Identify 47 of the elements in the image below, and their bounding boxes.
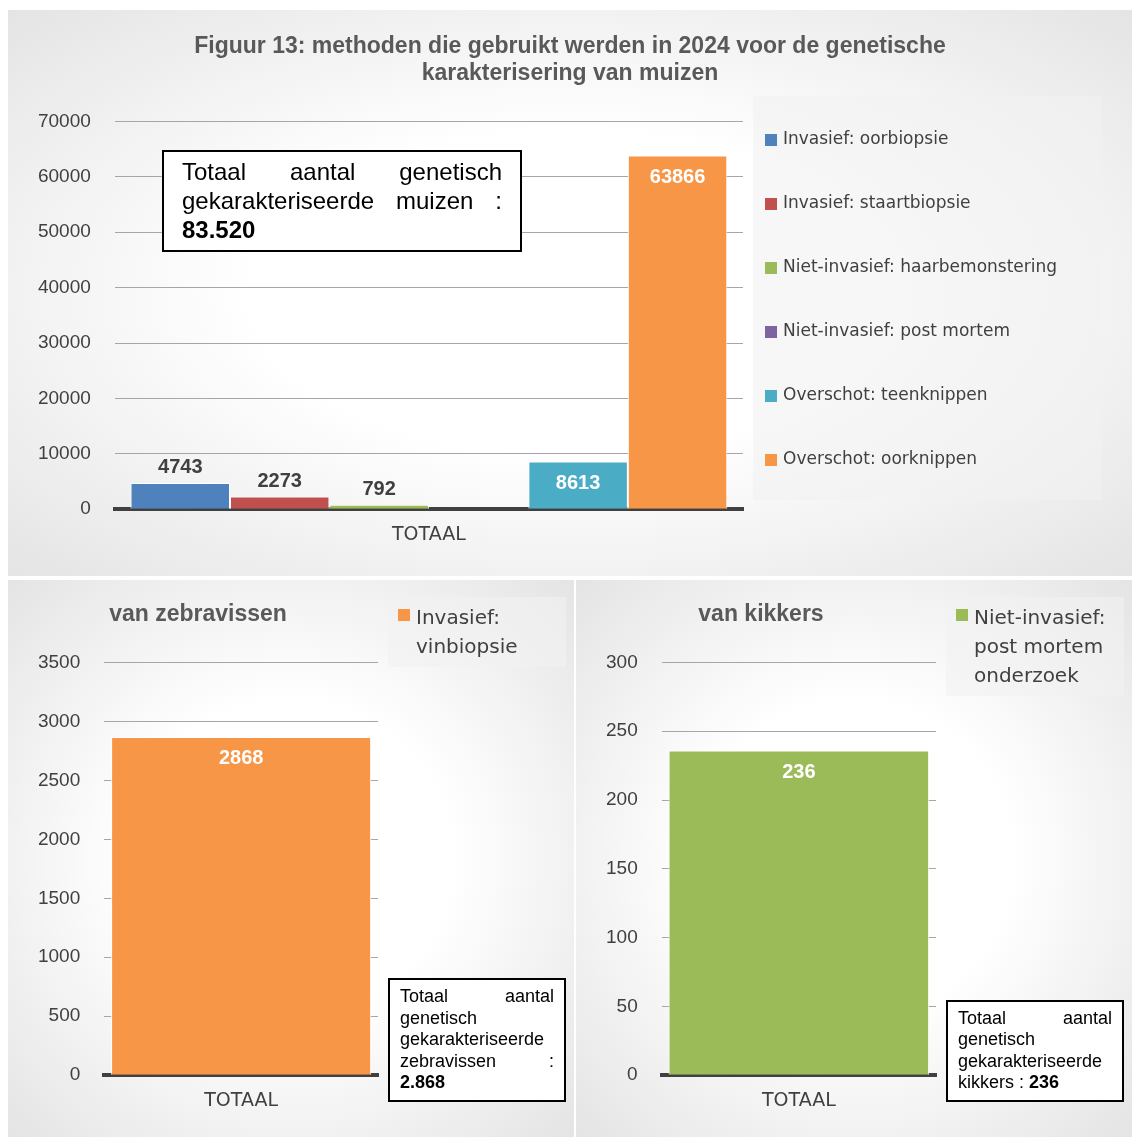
chart-title: Figuur 13: methoden die gebruikt werden in 2024 voor de genetische karakterisering van muizen [193,31,947,86]
data-label: 8613 [555,471,601,493]
y-tick-label: 10000 [37,442,91,464]
data-label: 236 [782,759,816,782]
legend-label: Niet-invasief: post mortem [783,320,1010,340]
y-tick-label: 1000 [37,945,81,967]
y-tick-label: 100 [606,925,638,947]
y-tick-label: 500 [48,1004,81,1026]
y-tick-label: 20000 [37,386,91,408]
chart-title: van zebravissen [108,599,288,627]
y-tick-label: 1500 [37,886,81,908]
data-label: 792 [362,477,396,500]
y-tick-label: 0 [627,1063,638,1085]
y-tick-label: 30000 [37,331,91,353]
y-tick-label: 150 [606,857,638,879]
y-tick-label: 40000 [37,275,91,297]
y-tick-label: 300 [606,650,638,672]
y-tick-label: 0 [69,1063,81,1085]
legend-label: Invasief: staartbiopsie [783,192,971,212]
y-tick-label: 3000 [37,709,81,731]
y-tick-label: 60000 [37,165,91,187]
chart-title: van kikkers [697,599,825,627]
legend-label: Overschot: teenknippen [783,384,988,404]
legend-label: Overschot: oorknippen [783,448,978,468]
text: Totaal aantal genetisch gekarakteriseerde kikkers : 236 [946,999,1124,1102]
y-tick-label: 50 [616,994,638,1016]
data-label: 2273 [257,469,302,492]
data-label: 63866 [649,164,706,187]
y-tick-label: 50000 [37,220,91,242]
y-tick-label: 0 [80,497,91,519]
data-label: 4743 [158,455,203,478]
y-tick-label: 250 [606,719,638,741]
y-tick-label: 200 [606,788,638,810]
y-tick-label: 2500 [37,768,81,790]
text: Totaal aantal genetisch gekarakteriseerde zebravissen : 2.868 [388,978,566,1102]
x-tick-label: TOTAAL [760,1087,837,1110]
legend-label: Invasief: oorbiopsie [783,128,949,148]
x-tick-label: TOTAAL [391,521,467,544]
y-tick-label: 3500 [37,650,81,672]
y-tick-label: 70000 [37,109,91,131]
legend-label: Niet-invasief: haarbemonstering [783,256,1058,276]
y-tick-label: 2000 [37,827,81,849]
x-tick-label: TOTAAL [203,1087,279,1110]
legend-label: Niet-invasief: post mortem onderzoek [974,604,1107,689]
legend-label: Invasief: vinbiopsie [416,604,519,660]
annotation: Totaal aantal genetisch gekarakteriseerde muizen : 83.520 [162,150,522,253]
data-label: 2868 [218,746,264,769]
